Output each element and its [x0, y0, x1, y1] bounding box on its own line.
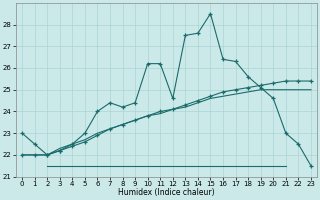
X-axis label: Humidex (Indice chaleur): Humidex (Indice chaleur) [118, 188, 215, 197]
